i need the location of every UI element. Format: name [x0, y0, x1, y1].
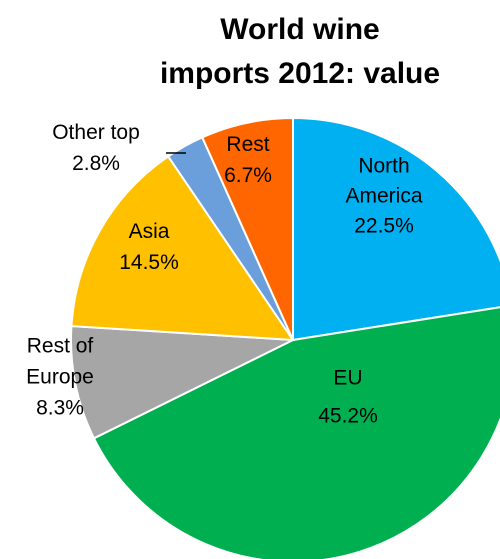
slice-value-text: 22.5%	[354, 215, 414, 238]
slice-label-text: America	[345, 185, 422, 208]
pie-slice-rest-of-europe	[70, 325, 297, 440]
slice-value-text: 45.2%	[318, 405, 378, 428]
pie-slice-eu	[92, 306, 500, 559]
slice-label-other-top: Other top 2.8%	[52, 121, 140, 175]
slice-label-rest: Rest 6.7%	[224, 133, 272, 187]
slice-label-text: Asia	[129, 220, 170, 243]
slice-label-north-america: North America 22.5%	[345, 155, 422, 238]
slice-label-text: Europe	[26, 366, 94, 389]
slice-label-text: Rest of	[27, 335, 94, 358]
chart-title: World wine imports 2012: value	[130, 8, 470, 96]
chart-title-line-1: World wine	[220, 13, 380, 46]
pie-slice-rest	[200, 116, 294, 341]
slice-label-text: EU	[333, 367, 362, 390]
pie-slice-asia	[70, 154, 295, 342]
slice-label-text: Other top	[52, 121, 140, 144]
pie-slice-north-america	[292, 116, 500, 342]
slice-value-text: 8.3%	[36, 397, 84, 420]
chart-title-line-2: imports 2012: value	[159, 57, 441, 90]
slice-label-rest-of-europe: Rest of Europe 8.3%	[26, 335, 94, 420]
slice-value-text: 6.7%	[224, 164, 272, 187]
slice-label-text: Rest	[226, 133, 269, 156]
slice-value-text: 14.5%	[119, 251, 179, 274]
slice-value-text: 2.8%	[72, 152, 120, 175]
slice-label-eu: EU 45.2%	[318, 367, 378, 428]
slice-label-asia: Asia 14.5%	[119, 220, 179, 274]
slice-label-text: North	[358, 155, 409, 178]
